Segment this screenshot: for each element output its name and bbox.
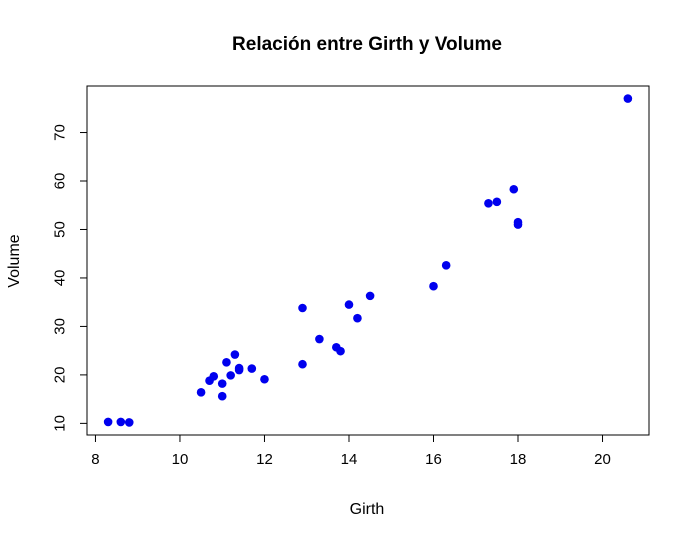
data-point: [315, 334, 324, 344]
y-tick-label: 20: [52, 367, 69, 384]
data-point: [247, 364, 257, 373]
data-point: [513, 220, 523, 229]
data-point: [298, 359, 307, 369]
x-tick-label: 10: [172, 451, 189, 468]
data-point: [441, 261, 451, 270]
y-axis: 10 20 30 40 50 60 70: [52, 124, 88, 432]
x-tick-label: 14: [341, 451, 358, 468]
data-points: [103, 94, 633, 427]
y-tick-label: 60: [52, 173, 69, 190]
plot-frame: [86, 85, 650, 436]
data-point: [124, 418, 134, 427]
y-tick-label: 10: [52, 415, 69, 432]
x-tick-label: 20: [594, 451, 611, 468]
x-tick-label: 12: [256, 451, 273, 468]
y-tick-label: 40: [52, 270, 69, 287]
x-tick-label: 18: [510, 451, 527, 468]
data-point: [484, 199, 493, 208]
data-point: [492, 197, 502, 207]
data-point: [429, 281, 438, 291]
data-point: [116, 417, 126, 427]
x-tick-label: 16: [425, 451, 442, 468]
data-point: [217, 391, 227, 401]
data-point: [226, 371, 235, 380]
x-axis: 8 10 12 14 16 18 20: [91, 434, 611, 468]
chart-title: Relación entre Girth y Volume: [232, 34, 502, 55]
data-point: [260, 374, 269, 384]
data-point: [103, 417, 113, 427]
data-point: [336, 346, 345, 356]
y-axis-label: Volume: [6, 234, 23, 287]
data-point: [353, 313, 362, 323]
data-point: [234, 363, 244, 373]
x-axis-label: Girth: [350, 501, 385, 518]
data-point: [623, 94, 633, 103]
data-point: [196, 388, 206, 397]
x-tick-label: 8: [91, 451, 99, 468]
y-tick-label: 30: [52, 318, 69, 335]
data-point: [209, 372, 219, 381]
data-point: [217, 379, 227, 388]
data-point: [222, 357, 231, 367]
data-point: [509, 184, 519, 194]
data-point: [365, 291, 375, 301]
y-tick-label: 50: [52, 221, 69, 238]
y-tick-label: 70: [52, 124, 69, 141]
data-point: [344, 300, 354, 309]
data-point: [298, 303, 307, 313]
data-point: [230, 350, 240, 359]
